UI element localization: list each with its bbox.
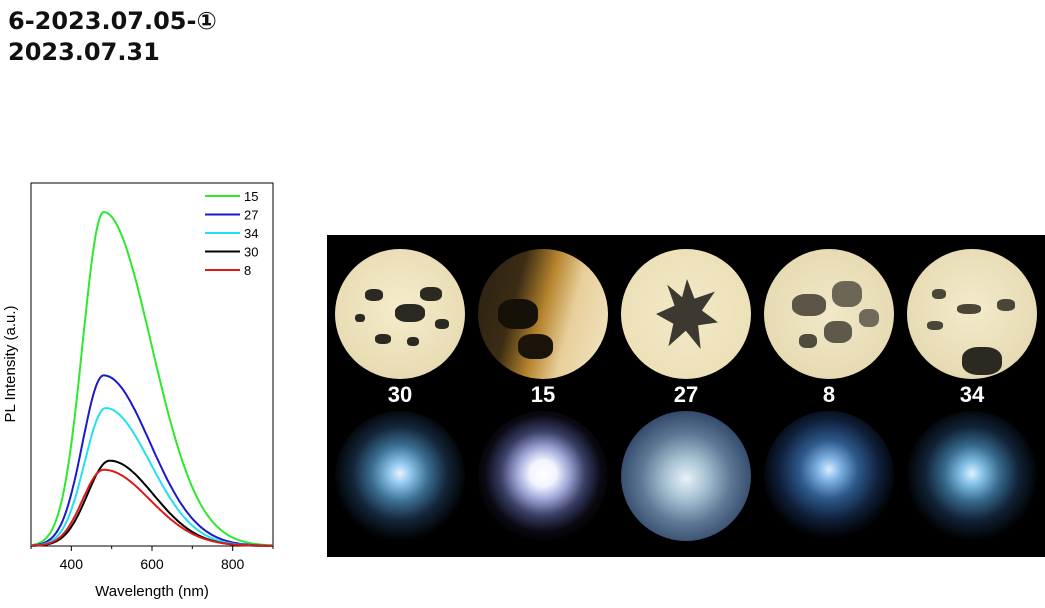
pl-image-8: [764, 411, 894, 541]
tick-layer: 400 600 800: [30, 546, 274, 572]
pl-image-15: [478, 411, 608, 541]
legend-label-8: 8: [244, 263, 251, 278]
x-tick-label: 400: [60, 556, 84, 572]
pl-spectrum-chart: 400 600 800 15 27 34 30 8 Wavelength (nm) PL I…: [2, 182, 274, 600]
sample-label-1: 30: [387, 382, 413, 407]
pl-image-34: [907, 411, 1037, 541]
x-tick-label: 600: [140, 556, 164, 572]
pl-image-27: [621, 411, 751, 541]
brightfield-image-8: [764, 249, 894, 379]
brightfield-image-34: [907, 249, 1037, 379]
sample-label-2: 15: [530, 382, 556, 407]
x-tick-label: 800: [221, 556, 245, 572]
legend-label-27: 27: [244, 208, 258, 223]
heading-line-2: 2023.07.31: [8, 38, 160, 66]
sample-label-5: 34: [959, 382, 985, 407]
brightfield-image-27: [621, 249, 751, 379]
legend-label-34: 34: [244, 226, 258, 241]
series-layer: [30, 210, 273, 547]
y-axis-label: PL Intensity (a.u.): [2, 305, 19, 422]
heading-line-1: 6-2023.07.05-①: [8, 7, 217, 35]
sample-label-4: 8: [822, 382, 836, 407]
series-line-15: [30, 210, 273, 547]
microscope-image-panel: 30 15 27 8 34: [327, 235, 1045, 557]
legend-label-30: 30: [244, 245, 258, 260]
legend: 15 27 34 30 8: [205, 189, 258, 278]
legend-label-15: 15: [244, 189, 258, 204]
brightfield-image-30: [335, 249, 465, 379]
series-line-8: [31, 468, 273, 547]
page-heading: 6-2023.07.05-① 2023.07.31: [8, 6, 217, 68]
pl-image-30: [335, 411, 465, 541]
series-line-27: [30, 374, 273, 547]
sample-label-3: 27: [673, 382, 699, 407]
x-axis-label: Wavelength (nm): [95, 583, 209, 600]
brightfield-image-15: [478, 249, 608, 379]
